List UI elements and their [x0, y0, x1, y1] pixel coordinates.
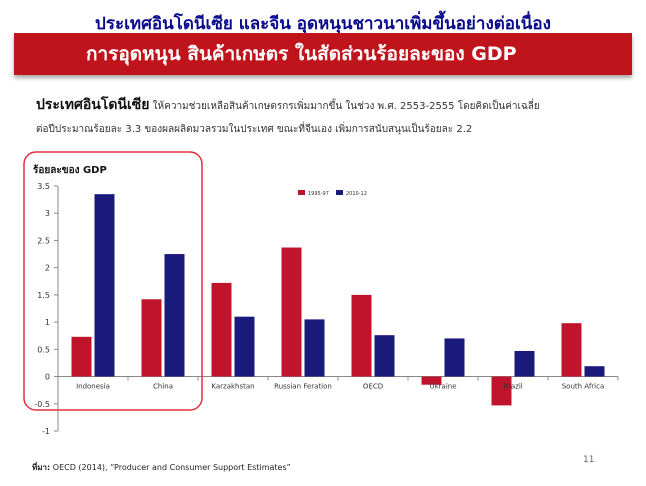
y-tick-label: 0.5 — [37, 345, 50, 354]
description-bold: ประเทศอินโดนีเซีย — [36, 97, 150, 113]
y-tick-label: 2.5 — [37, 236, 50, 245]
bar-series2 — [444, 338, 465, 377]
description: ประเทศอินโดนีเซีย ให้ความช่วยเหลือสินค้า… — [36, 94, 636, 141]
legend-label: 2010-12 — [346, 191, 367, 197]
description-line-1: ประเทศอินโดนีเซีย ให้ความช่วยเหลือสินค้า… — [36, 94, 636, 118]
y-tick-label: 3.5 — [37, 182, 50, 191]
bar-series2 — [164, 254, 185, 377]
bar-series1 — [141, 299, 162, 377]
page-title: ประเทศอินโดนีเซีย และจีน อุดหนุนชาวนาเพิ… — [95, 14, 551, 34]
x-tick-label: OECD — [363, 383, 383, 391]
highlight-box — [23, 151, 203, 411]
x-tick-label: Karzakhstan — [211, 383, 254, 391]
x-tick-label: Brazil — [503, 383, 523, 391]
bar-series2 — [234, 316, 255, 377]
bar-series1 — [351, 294, 372, 377]
description-line-2: ต่อปีประมาณร้อยละ 3.3 ของผลผลิตมวลรวมในป… — [36, 124, 473, 135]
source-text: OECD (2014), “Producer and Consumer Supp… — [50, 463, 291, 472]
bar-series2 — [374, 335, 395, 377]
x-tick-label: Indonesia — [76, 383, 110, 391]
source-note: ที่มา: OECD (2014), “Producer and Consum… — [32, 461, 291, 474]
bar-series2 — [94, 194, 115, 377]
source-label: ที่มา: — [32, 463, 51, 472]
bar-series1 — [211, 282, 232, 377]
description-text-1: ให้ความช่วยเหลือสินค้าเกษตรกรเพิ่มมากขึ้… — [149, 101, 540, 112]
legend-label: 1995-97 — [308, 191, 329, 197]
y-tick-label: 1.5 — [37, 291, 50, 300]
y-tick-label: 2 — [45, 264, 50, 273]
y-axis-label: ร้อยละของ GDP — [33, 164, 107, 176]
y-tick-label: -1 — [42, 427, 50, 436]
x-tick-label: South Africa — [562, 383, 605, 391]
bar-series1 — [281, 247, 302, 377]
bar-series1 — [561, 323, 582, 377]
banner-title: การอุดหนุน สินค้าเกษตร ในสัดส่วนร้อยละขอ… — [14, 33, 632, 75]
bar-series1 — [491, 376, 512, 406]
bar-series2 — [514, 350, 535, 377]
y-tick-label: 1 — [45, 318, 50, 327]
legend-swatch — [298, 190, 305, 195]
bar-series2 — [584, 366, 605, 377]
x-tick-label: China — [153, 383, 173, 391]
y-tick-label: -0.5 — [34, 400, 50, 409]
y-tick-label: 3 — [45, 209, 50, 218]
bar-series1 — [421, 376, 442, 385]
bar-series1 — [71, 336, 92, 377]
x-tick-label: Ukraine — [429, 383, 456, 391]
x-tick-label: Russian Feration — [274, 383, 332, 391]
y-tick-label: 0 — [45, 373, 50, 382]
page-number: 11 — [583, 455, 595, 465]
legend-swatch — [336, 190, 343, 195]
bar-series2 — [304, 319, 325, 377]
